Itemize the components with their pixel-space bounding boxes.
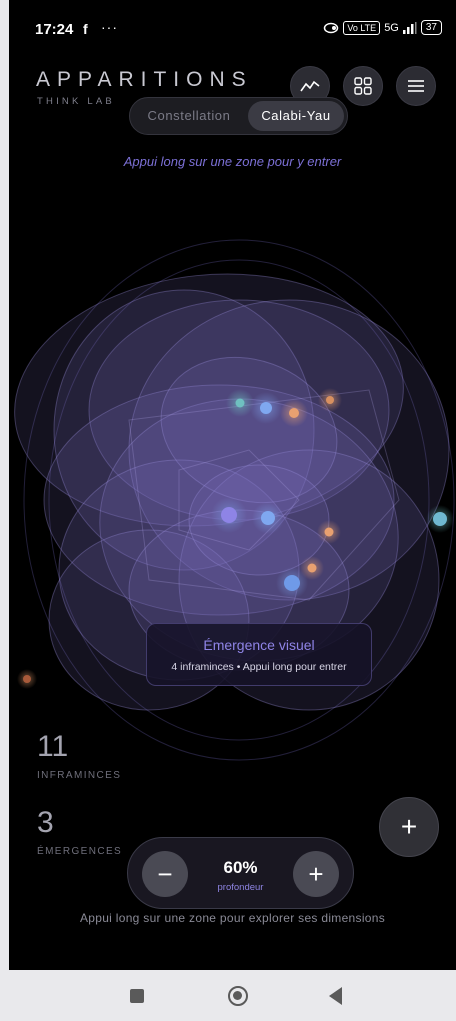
emergences-label: ÉMERGENCES xyxy=(37,846,123,857)
more-notifications-icon: ··· xyxy=(101,19,118,35)
depth-increase-button[interactable]: + xyxy=(293,851,339,897)
calabi-yau-visualization[interactable] xyxy=(9,200,456,820)
status-icons: Vo LTE 5G 37 xyxy=(323,20,442,35)
menu-icon xyxy=(408,80,424,92)
system-navigation-bar xyxy=(0,970,456,1021)
view-mode-toggle: Constellation Calabi-Yau xyxy=(129,97,348,135)
add-button[interactable]: + xyxy=(379,797,439,857)
back-icon[interactable] xyxy=(329,987,342,1005)
hint-bottom: Appui long sur une zone pour explorer se… xyxy=(79,911,386,925)
app-subtitle: THINK LAB xyxy=(37,96,115,107)
grid-icon xyxy=(354,77,372,95)
depth-control: − 60% profondeur + xyxy=(127,837,354,909)
emergences-count: 3 xyxy=(37,806,54,839)
status-bar: 17:24 f ··· Vo LTE 5G 37 xyxy=(9,0,456,60)
signal-icon xyxy=(402,21,417,34)
tooltip-title: Émergence visuel xyxy=(203,637,315,653)
tab-constellation[interactable]: Constellation xyxy=(147,108,231,123)
depth-value: 60% xyxy=(223,858,258,877)
zone-tooltip[interactable]: Émergence visuel 4 inframinces • Appui l… xyxy=(146,623,372,686)
tab-calabi-yau[interactable]: Calabi-Yau xyxy=(248,101,344,131)
recents-icon[interactable] xyxy=(130,989,144,1003)
home-icon[interactable] xyxy=(228,986,248,1006)
tooltip-subtitle: 4 inframinces • Appui long pour entrer xyxy=(171,661,347,673)
link-icon xyxy=(324,22,339,33)
inframince-nodes[interactable] xyxy=(17,388,454,689)
network-type: 5G xyxy=(384,21,399,34)
volte-badge: Vo LTE xyxy=(343,20,381,35)
depth-decrease-button[interactable]: − xyxy=(142,851,188,897)
battery-icon: 37 xyxy=(420,20,442,35)
menu-button[interactable] xyxy=(396,66,436,106)
facebook-icon: f xyxy=(83,21,88,37)
grid-button[interactable] xyxy=(343,66,383,106)
trend-icon xyxy=(300,80,320,92)
inframinces-count: 11 xyxy=(37,730,69,763)
orbit-rings xyxy=(23,239,455,761)
hint-top: Appui long sur une zone pour y entrer xyxy=(123,154,342,169)
depth-label: profondeur xyxy=(217,882,264,893)
status-time: 17:24 xyxy=(35,21,74,38)
app-screen: 17:24 f ··· Vo LTE 5G 37 APPARITIONS THI… xyxy=(9,0,456,970)
inframinces-label: INFRAMINCES xyxy=(37,770,122,781)
app-title: APPARITIONS xyxy=(36,68,253,91)
